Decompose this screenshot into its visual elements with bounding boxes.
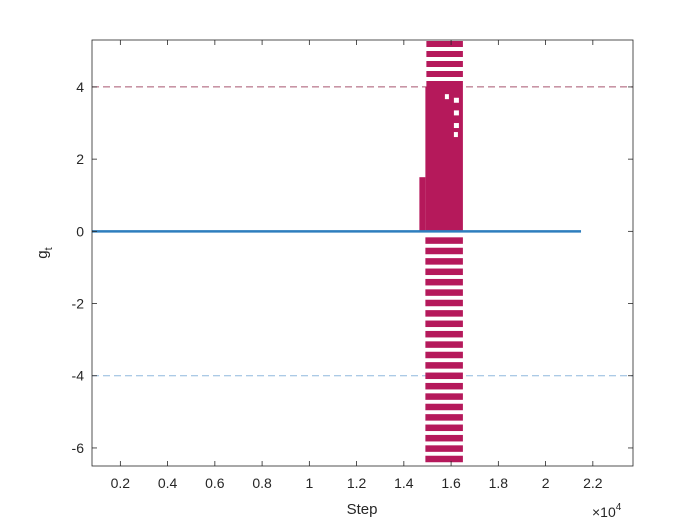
plot-background — [92, 40, 633, 466]
y-tick-label: 4 — [76, 79, 84, 95]
series-2-stripe — [425, 278, 463, 286]
series-2-stripe — [425, 299, 463, 307]
series-2-stripe — [425, 362, 463, 369]
series-2-stripe — [425, 382, 463, 390]
series-2-stripe — [426, 71, 463, 77]
y-tick-label: 2 — [76, 151, 84, 167]
series-2-stripe — [426, 81, 463, 87]
axes-layer: 0.2 0.4 0.6 0.8 1 1.2 1.4 1.6 1.8 2 2.2 -6 -4 -2 0 2 4 — [72, 39, 634, 491]
series-2-stripe — [426, 41, 463, 47]
series-2-stripe — [425, 320, 463, 328]
x-tick-label: 0.2 — [111, 475, 131, 491]
series-2-solid-band — [425, 86, 463, 232]
y-axis-label-main: g — [34, 250, 51, 258]
series-2-stripe — [426, 51, 463, 57]
series-2-gap — [453, 97, 459, 103]
y-tick-label: -4 — [72, 368, 85, 384]
x-tick-label: 0.6 — [205, 475, 225, 491]
y-tick-label: 0 — [76, 223, 84, 239]
y-tick-label: -2 — [72, 296, 85, 312]
series-2-stripe — [425, 237, 463, 244]
series-2-gap — [453, 132, 458, 138]
axes-box — [91, 39, 634, 467]
x-tick-label: 1.2 — [347, 475, 367, 491]
y-tick-label: -6 — [72, 440, 85, 456]
x-tick-label: 1.8 — [489, 475, 509, 491]
x-axis-exponent-power: 4 — [616, 502, 622, 513]
series-2-stripe — [425, 247, 463, 255]
series-2-stripe — [426, 61, 463, 67]
x-tick-label: 2.2 — [583, 475, 603, 491]
series-2-stripe — [425, 414, 463, 421]
series-2-gap — [453, 123, 459, 129]
series-2-stripe — [425, 424, 463, 432]
series-2-stripe — [425, 341, 463, 348]
series-2-stripe — [425, 403, 463, 411]
x-axis-label: Step — [347, 501, 378, 518]
x-axis-exponent: ×104 — [592, 502, 622, 520]
series-2-gap — [453, 110, 459, 116]
series-2-stripe — [425, 445, 463, 452]
series-2-stripe — [425, 268, 463, 276]
plot-layer — [92, 41, 633, 463]
series-2-stripe — [425, 351, 463, 359]
series-2-stripe — [425, 258, 463, 265]
series-2-stripe — [425, 289, 463, 296]
x-tick-label: 1.4 — [394, 475, 414, 491]
series-2-stripe — [425, 455, 463, 463]
series-2-stripe — [425, 434, 463, 442]
x-tick-label: 1 — [305, 475, 313, 491]
x-axis-exponent-base: ×10 — [592, 504, 616, 520]
series-2-stripe — [425, 393, 463, 400]
series-2-gap — [444, 94, 449, 100]
x-tick-label: 1.6 — [441, 475, 461, 491]
y-axis-label-subscript: t — [43, 247, 55, 250]
series-2-stripe — [425, 310, 463, 317]
y-axis-label: gt — [34, 247, 55, 258]
x-tick-label: 2 — [542, 475, 550, 491]
series-2-stripe — [425, 372, 463, 380]
x-tick-label: 0.4 — [158, 475, 178, 491]
series-2-stripe — [425, 330, 463, 338]
series-2-edge — [419, 177, 426, 232]
x-tick-label: 0.8 — [252, 475, 272, 491]
